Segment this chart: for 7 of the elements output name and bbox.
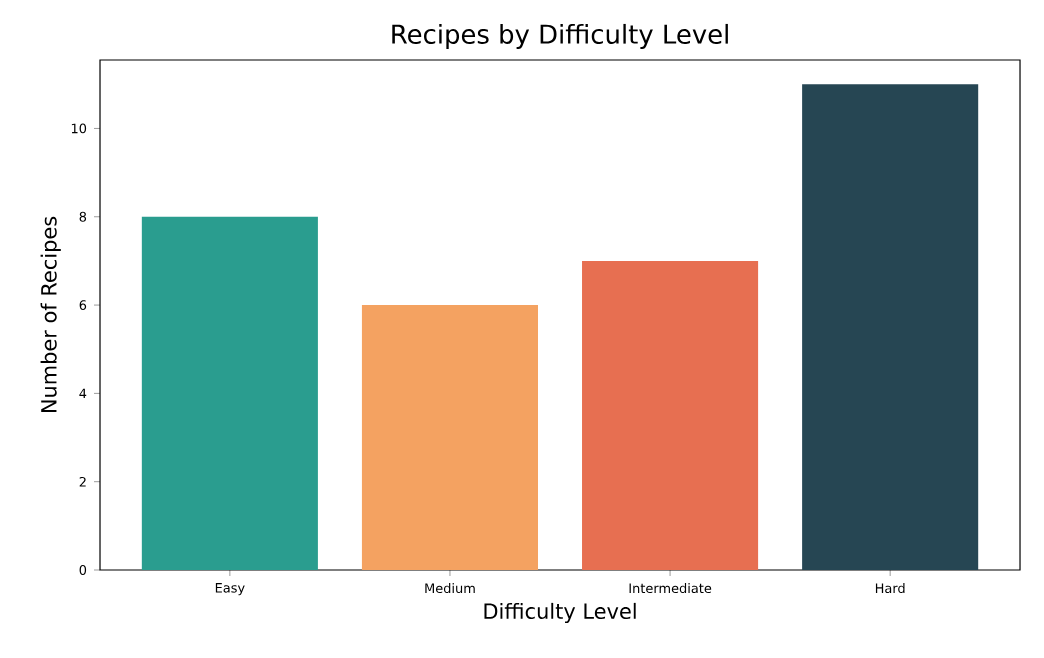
bar xyxy=(141,216,318,570)
y-axis-title: Number of Recipes xyxy=(40,216,61,413)
bar xyxy=(582,260,759,570)
bar xyxy=(802,84,979,570)
x-axis-title: Difficulty Level xyxy=(484,602,636,624)
bar xyxy=(361,305,538,570)
chart-title: Recipes by Difficulty Level xyxy=(392,23,728,49)
